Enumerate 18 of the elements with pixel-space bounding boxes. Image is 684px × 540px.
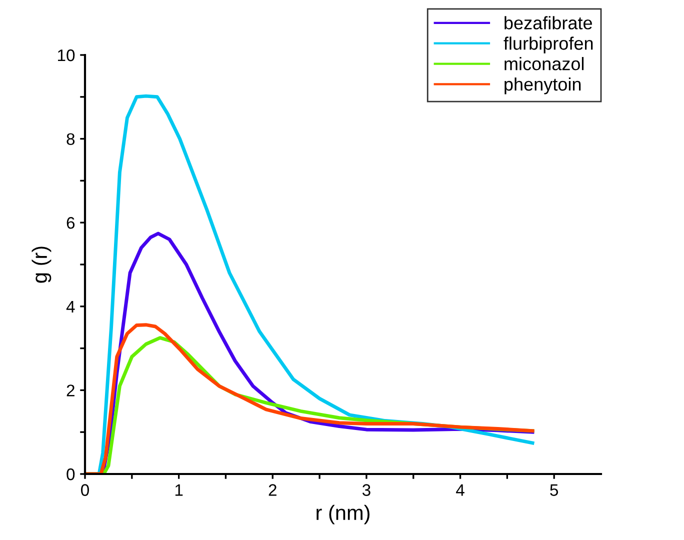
y-axis-title: g (r): [32, 246, 52, 283]
y-tick-label: 10: [58, 49, 75, 62]
y-tick-label: 6: [66, 217, 75, 229]
y-tick-label: 2: [66, 384, 74, 396]
y-tick-label: 8: [66, 133, 75, 146]
legend-label: bezafibrate: [504, 16, 592, 30]
x-tick-label: 5: [550, 484, 558, 496]
x-tick-label: 3: [362, 484, 370, 496]
x-tick-label: 0: [81, 484, 89, 496]
y-tick-label: 0: [66, 468, 75, 480]
x-axis-title: r (nm): [316, 504, 370, 524]
legend-label: flurbiprofen: [504, 36, 593, 54]
legend-label: miconazol: [504, 57, 584, 70]
legend-label: phenytoin: [504, 77, 581, 94]
y-tick-label: 4: [66, 300, 75, 312]
x-tick-label: 2: [268, 484, 276, 496]
x-tick-label: 4: [456, 484, 464, 496]
x-tick-label: 1: [175, 484, 183, 496]
